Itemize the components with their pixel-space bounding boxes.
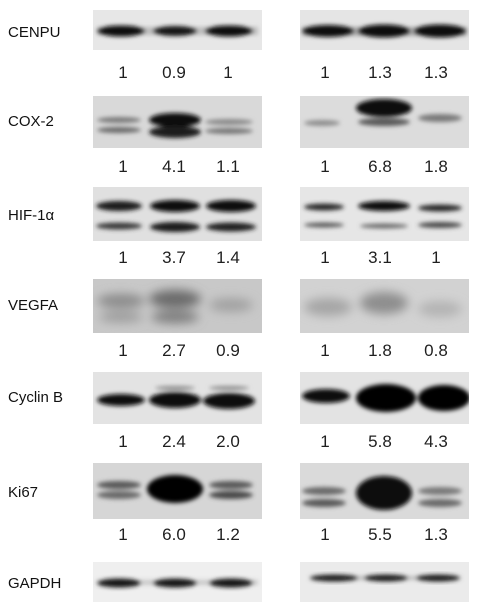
quant-value: 4.3 (424, 432, 448, 451)
blot-ki67-right (300, 463, 469, 519)
quant-value: 1 (320, 63, 330, 82)
blot-cyclinb-right (300, 372, 469, 424)
row-label-ki67: Ki67 (8, 484, 39, 501)
blot-vegfa-right (300, 279, 469, 333)
quant-value: 0.8 (424, 341, 448, 360)
quant-value: 4.1 (162, 157, 186, 176)
quant-value: 3.1 (368, 248, 392, 267)
quant-value: 1 (118, 525, 128, 544)
row-label-hif1a: HIF-1α (8, 207, 55, 224)
quant-value: 1.8 (368, 341, 392, 360)
quant-value: 2.7 (162, 341, 186, 360)
quant-value: 1 (118, 432, 128, 451)
quant-value: 1 (320, 248, 330, 267)
quant-value: 1 (223, 63, 233, 82)
row-label-cyclinb: Cyclin B (8, 389, 64, 406)
quant-value: 1 (320, 341, 330, 360)
quant-value: 1 (118, 248, 128, 267)
quant-value: 1.2 (216, 525, 240, 544)
blot-hif1a-right (300, 187, 469, 241)
quant-value: 1.8 (424, 157, 448, 176)
quant-value: 1 (320, 157, 330, 176)
quant-value: 3.7 (162, 248, 186, 267)
blot-ki67-left (93, 463, 262, 519)
quant-value: 1 (320, 432, 330, 451)
quant-value: 1.3 (368, 63, 392, 82)
quant-value: 1 (118, 63, 128, 82)
quant-value: 1 (118, 341, 128, 360)
quant-value: 1.3 (424, 63, 448, 82)
row-label-cox2: COX-2 (8, 113, 54, 130)
row-label-gapdh: GAPDH (8, 575, 62, 592)
row-label-vegfa: VEGFA (8, 297, 59, 314)
blot-cenpu-right (300, 10, 469, 50)
quant-value: 5.5 (368, 525, 392, 544)
blot-cox2-left (93, 96, 262, 148)
blot-cox2-right (300, 96, 469, 148)
blot-hif1a-left (93, 187, 262, 241)
blot-cenpu-left (93, 10, 262, 50)
quant-value: 6.0 (162, 525, 186, 544)
blot-vegfa-left (93, 279, 262, 333)
quant-value: 1.4 (216, 248, 240, 267)
quant-value: 1 (431, 248, 441, 267)
quant-value: 0.9 (162, 63, 186, 82)
quant-value: 1.1 (216, 157, 240, 176)
blot-gapdh-left (93, 562, 262, 602)
quant-value: 0.9 (216, 341, 240, 360)
quant-value: 1 (320, 525, 330, 544)
quant-value: 1.3 (424, 525, 448, 544)
quant-value: 5.8 (368, 432, 392, 451)
quant-value: 2.4 (162, 432, 186, 451)
blot-gapdh-right (300, 562, 469, 602)
quant-value: 2.0 (216, 432, 240, 451)
quant-value: 1 (118, 157, 128, 176)
quant-value: 6.8 (368, 157, 392, 176)
row-label-cenpu: CENPU (8, 24, 61, 41)
blot-cyclinb-left (93, 372, 262, 424)
